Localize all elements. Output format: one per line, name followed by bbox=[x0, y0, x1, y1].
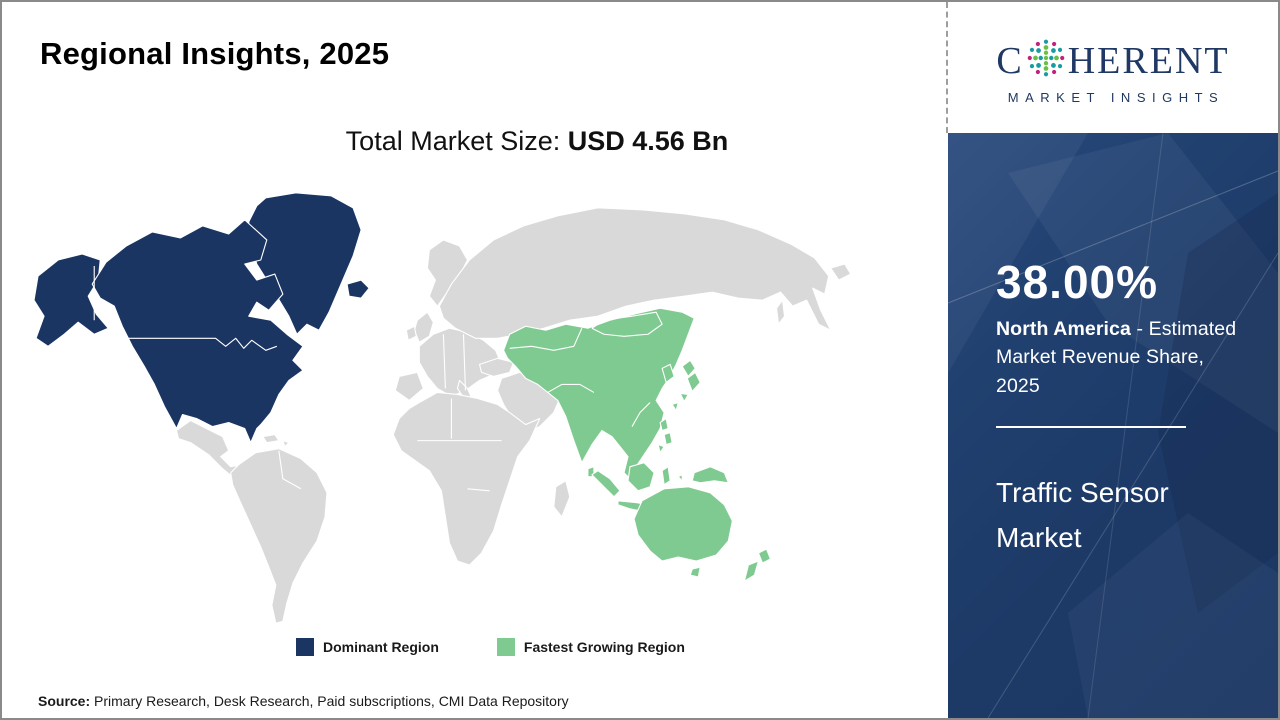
panel-content: 38.00% North America - Estimated Market … bbox=[996, 259, 1252, 561]
panel-rule bbox=[996, 425, 1186, 428]
total-market-size-value: USD 4.56 Bn bbox=[567, 126, 729, 156]
brand-name-end: HERENT bbox=[1067, 40, 1230, 82]
world-map bbox=[30, 186, 918, 626]
brand-name-start: C bbox=[996, 40, 1024, 82]
legend-item-fastest-growing: Fastest Growing Region bbox=[496, 638, 685, 656]
panel-map-texture bbox=[948, 133, 1278, 718]
total-market-size-label: Total Market Size: bbox=[345, 126, 568, 156]
world-map-svg bbox=[33, 192, 852, 624]
map-legend: Dominant Region Fastest Growing Region bbox=[296, 638, 685, 656]
region-north-america bbox=[33, 192, 370, 444]
country-borders-navy bbox=[93, 266, 278, 351]
highlight-panel: 38.00% North America - Estimated Market … bbox=[948, 133, 1278, 718]
region-rest-of-world bbox=[175, 207, 852, 624]
page-title: Regional Insights, 2025 bbox=[40, 36, 390, 71]
region-asia-pacific bbox=[503, 307, 772, 582]
stat-region: North America bbox=[996, 318, 1131, 340]
dominant-region-swatch bbox=[296, 638, 314, 656]
source-line: Source: Primary Research, Desk Research,… bbox=[38, 693, 569, 709]
source-text: Primary Research, Desk Research, Paid su… bbox=[90, 693, 569, 709]
brand-logo: C bbox=[948, 2, 1278, 133]
fastest-growing-region-swatch bbox=[496, 638, 515, 656]
legend-item-dominant: Dominant Region bbox=[296, 638, 439, 656]
market-name: Traffic Sensor Market bbox=[996, 476, 1169, 554]
legend-label: Dominant Region bbox=[323, 639, 439, 655]
legend-label: Fastest Growing Region bbox=[523, 639, 685, 655]
stat-rest: - Estimated Market Revenue Share, 2025 bbox=[996, 318, 1237, 397]
source-label: Source: bbox=[38, 693, 91, 709]
stat-description: North America - Estimated Market Revenue… bbox=[996, 315, 1252, 400]
vertical-dashed-divider bbox=[946, 2, 948, 133]
country-borders-gray bbox=[278, 334, 502, 492]
brand-wordmark: C bbox=[996, 37, 1229, 86]
total-market-size: Total Market Size: USD 4.56 Bn bbox=[132, 126, 942, 157]
stat-value: 38.00% bbox=[996, 256, 1159, 308]
country-borders-green bbox=[509, 311, 663, 427]
brand-tagline: MARKET INSIGHTS bbox=[1007, 89, 1225, 105]
coherent-globe-icon bbox=[1025, 37, 1067, 86]
